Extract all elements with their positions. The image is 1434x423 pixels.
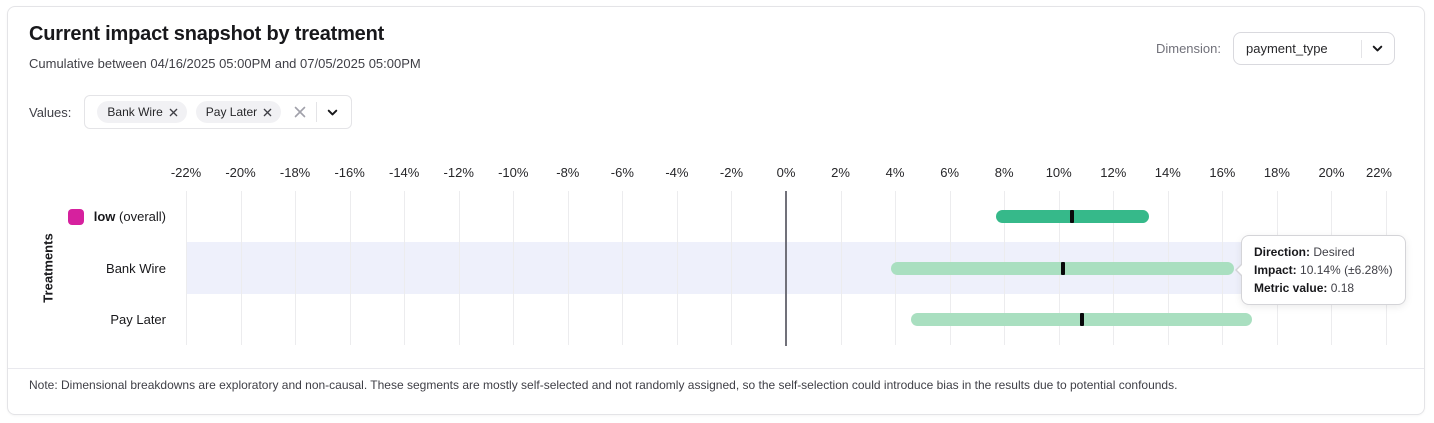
footnote: Note: Dimensional breakdowns are explora… [29,378,1178,392]
dimension-select[interactable]: payment_type [1233,32,1395,65]
x-axis-tick-label: 0% [776,165,796,180]
values-label: Values: [29,104,72,120]
gridline [567,191,569,345]
tooltip-impact-row: Impact: 10.14% (±6.28%) [1254,261,1393,279]
legend-swatch [67,208,84,225]
tooltip-metric-value: 0.18 [1330,281,1355,295]
x-axis-tick-label: -20% [225,165,256,180]
gridline [458,191,460,345]
dimension-selected-value: payment_type [1246,41,1328,56]
row-label: Bank Wire [106,260,166,276]
x-axis-tick-label: 22% [1365,165,1392,180]
tooltip-arrow [1236,263,1244,277]
values-filter: Values: Bank Wire Pay Later [29,95,353,129]
x-axis-tick-label: -10% [498,165,529,180]
gridline [295,191,297,345]
gridline [349,191,351,345]
y-axis-title: Treatments [40,233,56,303]
tooltip-metric-label: Metric value: [1254,281,1328,295]
tooltip-metric-row: Metric value: 0.18 [1254,279,1393,297]
chevron-down-icon [1372,45,1383,52]
value-chips: Bank Wire Pay Later [97,101,282,123]
gridline [513,191,515,345]
value-chip[interactable]: Pay Later [195,101,282,123]
clear-all-icon[interactable] [293,105,307,119]
zero-axis-line [785,191,787,346]
gridline [404,191,406,345]
values-multiselect[interactable]: Bank Wire Pay Later [84,95,353,129]
gridline [622,191,624,345]
tooltip-direction-value: Desired [1313,245,1355,259]
select-divider [316,102,318,122]
dimension-label: Dimension: [1155,41,1221,56]
impact-point-marker [1079,312,1084,326]
gridline [240,191,242,345]
value-chip-label: Bank Wire [107,105,163,119]
gridline [186,191,187,345]
x-axis-tick-label: -8% [556,165,580,180]
x-axis-tick-label: -2% [719,165,744,180]
x-axis-tick-label: -14% [388,165,420,180]
tooltip-impact-value: 10.14% (±6.28%) [1300,263,1393,277]
x-axis-tick-label: -22% [170,165,202,180]
footer-divider [8,368,1424,369]
chart-tooltip: Direction: Desired Impact: 10.14% (±6.28… [1235,235,1406,305]
x-axis-tick-label: -16% [334,165,365,180]
value-chip-label: Pay Later [205,105,258,119]
x-axis-tick-label: 8% [994,165,1014,180]
x-axis-tick-label: -6% [610,165,634,180]
x-axis-tick-label: 14% [1154,165,1181,180]
x-axis-tick-label: 10% [1045,165,1072,180]
tooltip-direction-row: Direction: Desired [1254,243,1393,261]
impact-point-marker [1060,261,1065,275]
impact-point-marker [1070,210,1075,224]
row-label: low (overall) [8,206,166,228]
x-axis-tick-label: 4% [885,165,905,180]
x-axis-tick-label: -18% [279,165,311,180]
gridline [731,191,733,345]
chevron-down-icon[interactable] [326,106,339,119]
x-axis-tick-label: 16% [1209,165,1236,180]
remove-chip-icon[interactable] [263,108,272,117]
page-title: Current impact snapshot by treatment [29,23,385,45]
x-axis-tick-label: 18% [1263,165,1290,180]
x-axis-tick-label: -4% [665,165,689,180]
x-axis-tick-label: 6% [940,165,960,180]
date-range-subtitle: Cumulative between 04/16/2025 05:00PM an… [29,56,421,71]
x-axis-tick-label: -12% [443,165,474,180]
gridline [676,191,678,345]
dimension-control: Dimension: payment_type [1156,32,1395,65]
x-axis-tick-label: 2% [831,165,850,180]
tooltip-direction-label: Direction: [1254,245,1311,259]
gridline [840,191,842,345]
x-axis-tick-label: 20% [1318,165,1345,180]
row-label: Pay Later [110,311,166,327]
tooltip-impact-label: Impact: [1254,263,1297,277]
impact-snapshot-card: Current impact snapshot by treatment Cum… [7,6,1425,415]
value-chip[interactable]: Bank Wire [97,101,187,123]
select-divider [1361,39,1362,58]
remove-chip-icon[interactable] [169,108,178,117]
chart-plot-area: -22% -20% -18% -16% -14% -12% -10% -8% -6% -4% -2%… [8,7,1424,414]
x-axis-tick-label: 12% [1100,165,1127,180]
